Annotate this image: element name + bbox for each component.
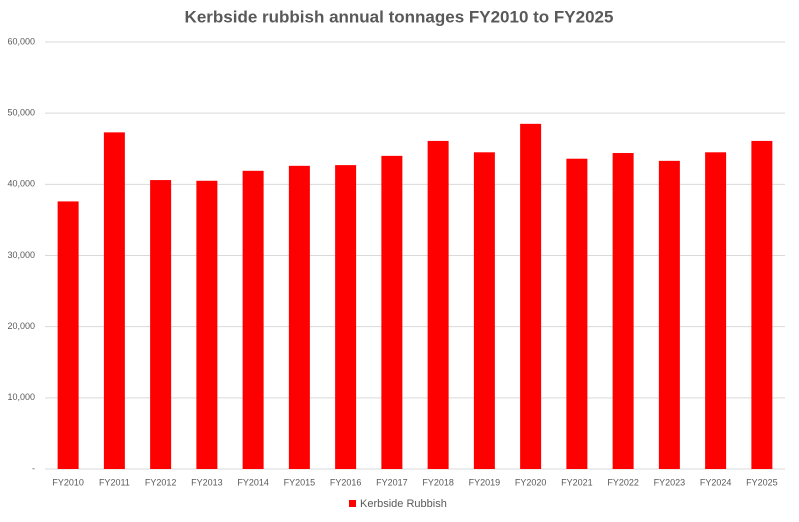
y-tick-label: 60,000: [7, 36, 35, 46]
bar: [288, 165, 310, 469]
y-tick-label: -: [32, 463, 35, 473]
y-tick-label: 50,000: [7, 108, 35, 118]
x-tick-label: FY2013: [191, 477, 223, 487]
bar: [335, 165, 357, 469]
bar: [705, 152, 727, 469]
x-tick-label: FY2017: [376, 477, 408, 487]
bar: [57, 201, 79, 469]
x-tick-label: FY2012: [145, 477, 177, 487]
x-tick-label: FY2023: [654, 477, 686, 487]
x-tick-label: FY2024: [700, 477, 732, 487]
bar: [242, 170, 264, 470]
x-tick-label: FY2015: [284, 477, 316, 487]
y-tick-label: 20,000: [7, 321, 35, 331]
x-tick-label: FY2014: [237, 477, 269, 487]
legend-label: Kerbside Rubbish: [360, 498, 447, 510]
y-tick-label: 10,000: [7, 392, 35, 402]
y-tick-label: 40,000: [7, 179, 35, 189]
bar: [381, 155, 403, 469]
bar: [473, 152, 495, 469]
bar: [612, 153, 634, 469]
x-tick-label: FY2021: [561, 477, 593, 487]
x-tick-label: FY2016: [330, 477, 362, 487]
bar: [196, 180, 218, 469]
bar: [520, 123, 542, 469]
bar: [566, 158, 588, 470]
x-tick-label: FY2018: [422, 477, 454, 487]
bar: [427, 140, 449, 469]
chart-title: Kerbside rubbish annual tonnages FY2010 …: [185, 7, 614, 26]
bar: [103, 132, 125, 470]
bar: [751, 140, 773, 469]
x-tick-label: FY2010: [52, 477, 84, 487]
x-tick-label: FY2022: [607, 477, 639, 487]
x-tick-label: FY2019: [469, 477, 501, 487]
bar: [658, 160, 680, 469]
x-tick-label: FY2020: [515, 477, 547, 487]
x-tick-label: FY2011: [99, 477, 130, 487]
bar: [150, 180, 172, 469]
legend-swatch: [349, 500, 356, 507]
y-tick-label: 30,000: [7, 250, 35, 260]
x-tick-label: FY2025: [746, 477, 778, 487]
